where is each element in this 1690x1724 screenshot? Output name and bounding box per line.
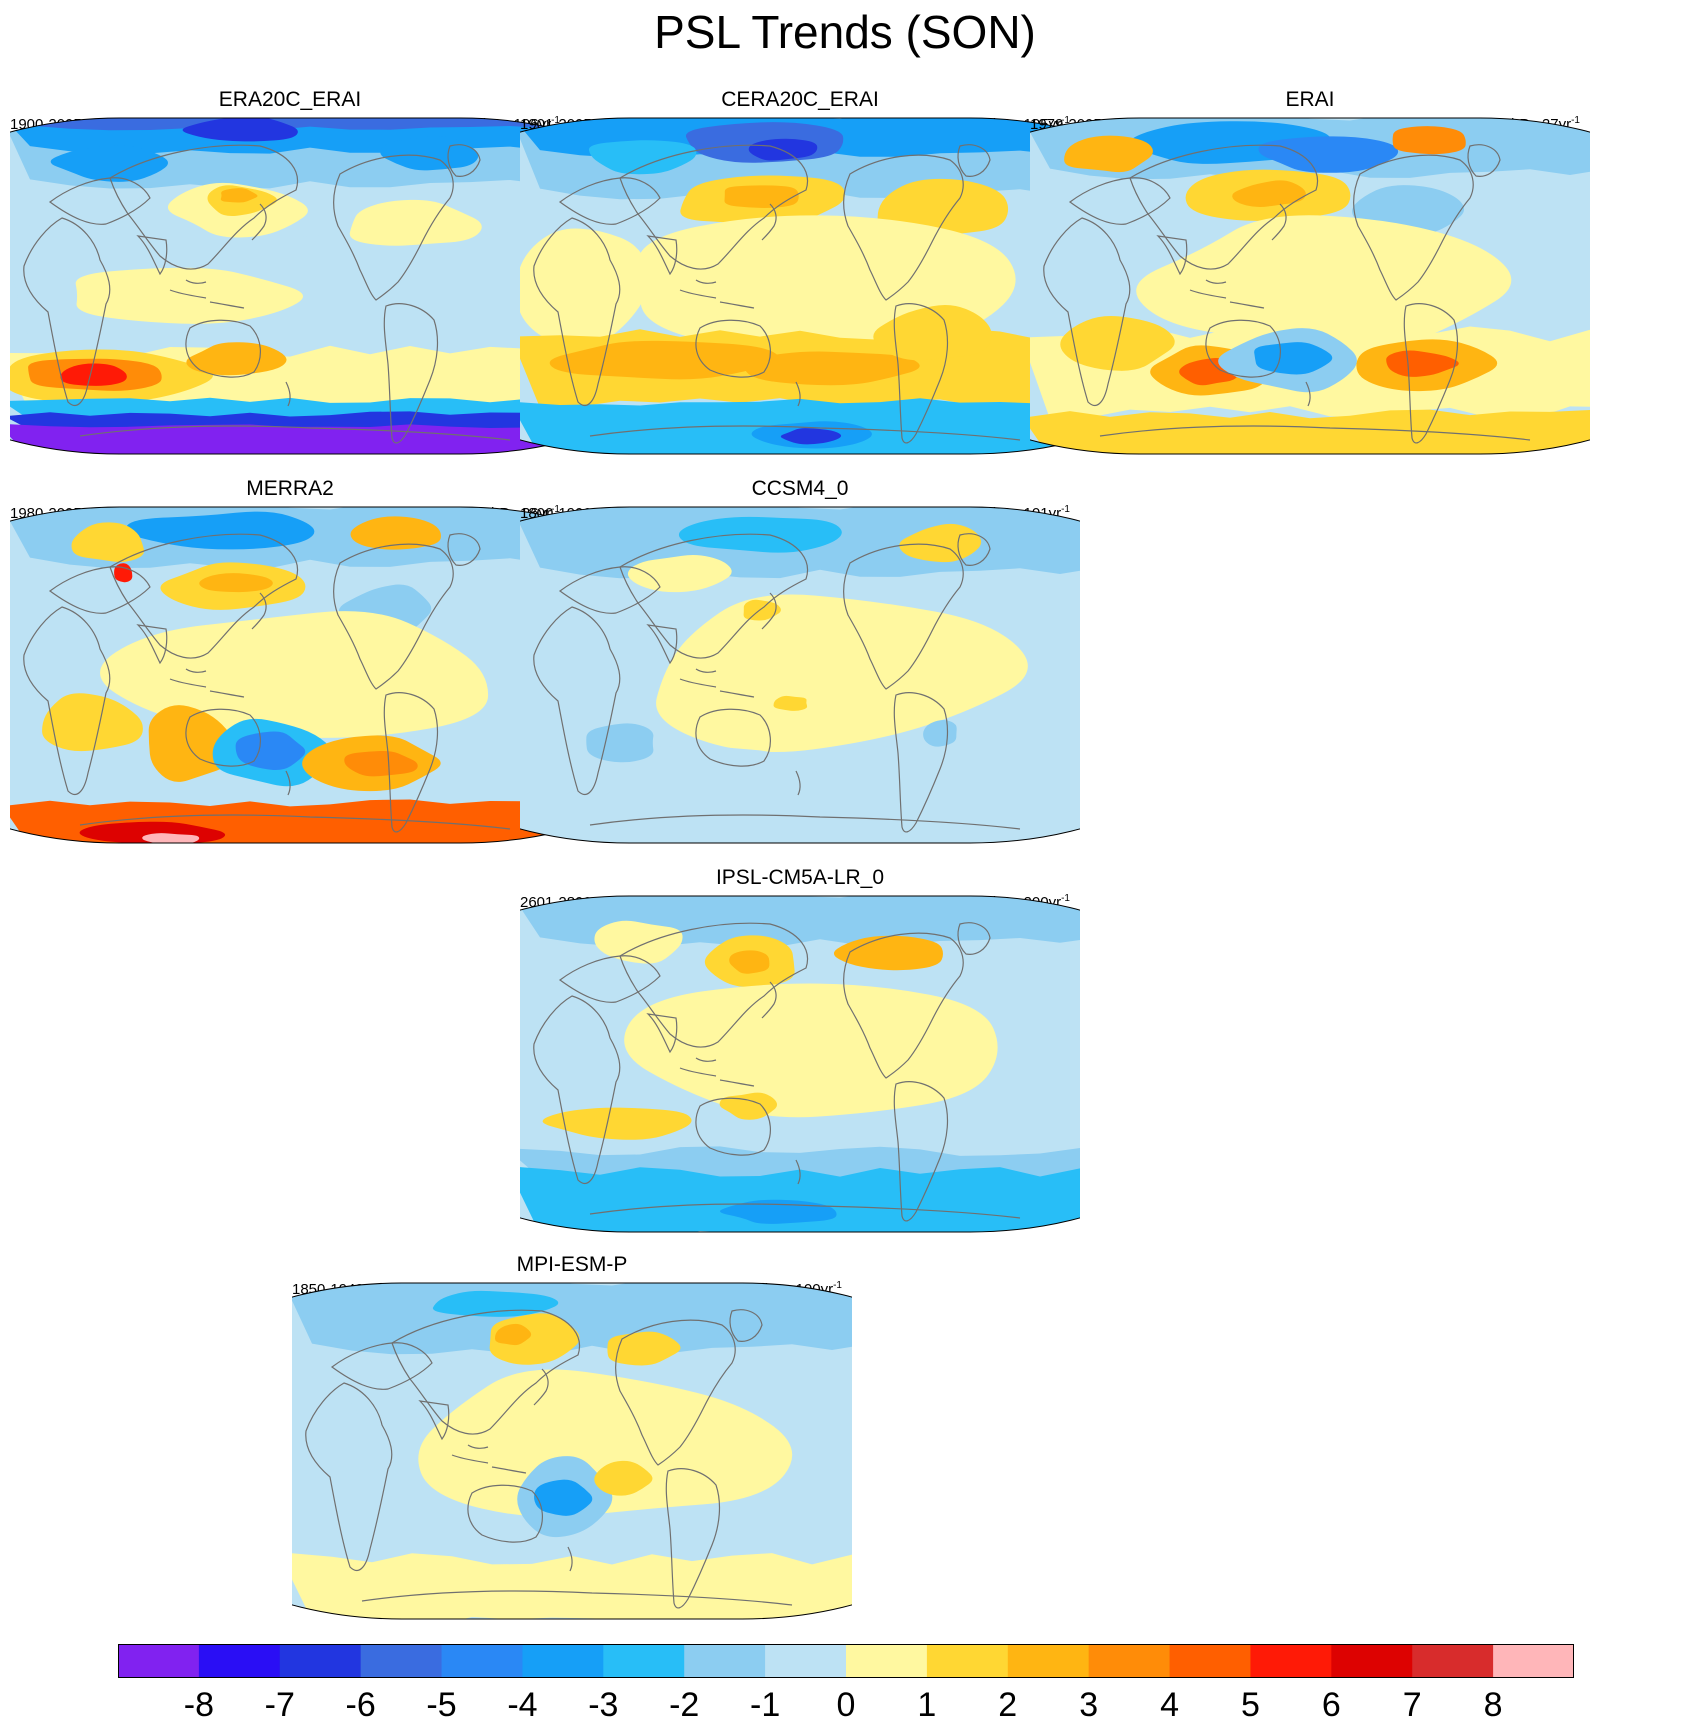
colorbar-tick-label: -4 <box>507 1686 538 1724</box>
map-panel-merra2: MERRA2 1980-2005 hPa 26yr-1 <box>10 477 570 847</box>
colorbar-tick-label: 7 <box>1402 1686 1422 1724</box>
colorbar-tick-label: 2 <box>998 1686 1018 1724</box>
colorbar-swatch <box>1250 1644 1332 1678</box>
panel-title: CERA20C_ERAI <box>721 88 879 111</box>
figure-title: PSL Trends (SON) <box>654 6 1036 58</box>
colorbar-tick-label: 5 <box>1240 1686 1260 1724</box>
colorbar-tick-label: 0 <box>836 1686 856 1724</box>
colorbar-swatch <box>522 1644 604 1678</box>
colorbar-labels: -8 -7 -6 -5 -4 -3 -2 -1 0 1 2 3 4 5 6 7 8 <box>0 1686 1690 1724</box>
colorbar-tick-label: -5 <box>426 1686 457 1724</box>
colorbar-tick-label: 8 <box>1483 1686 1503 1724</box>
map-ccsm4 <box>520 506 1080 844</box>
colorbar-swatch <box>441 1644 523 1678</box>
map-era20c <box>10 117 570 455</box>
colorbar-swatch <box>846 1644 928 1678</box>
colorbar-swatch <box>684 1644 766 1678</box>
colorbar-swatch <box>1331 1644 1413 1678</box>
colorbar-swatch <box>118 1644 200 1678</box>
panel-title: CCSM4_0 <box>751 477 849 500</box>
map-merra2 <box>10 506 570 844</box>
colorbar-tick-label: 6 <box>1321 1686 1341 1724</box>
map-panel-cera20c: CERA20C_ERAI 1901-2005 hPa 105yr-1 <box>520 88 1080 458</box>
panel-title: MPI-ESM-P <box>516 1253 628 1276</box>
colorbar-tick-label: 4 <box>1160 1686 1180 1724</box>
colorbar-swatch <box>279 1644 362 1678</box>
colorbar-swatch <box>1493 1644 1574 1678</box>
colorbar-swatch <box>1007 1644 1090 1678</box>
panel-title: ERA20C_ERAI <box>218 88 362 111</box>
colorbar-swatch <box>1088 1644 1171 1678</box>
panel-title: ERAI <box>1285 88 1335 111</box>
colorbar-tick-label: -2 <box>669 1686 700 1724</box>
map-erai <box>1030 117 1590 455</box>
colorbar-swatch <box>603 1644 685 1678</box>
colorbar-swatch <box>360 1644 443 1678</box>
map-panel-erai: ERAI 1979-2005 hPa 27yr-1 <box>1030 88 1590 458</box>
panel-title: MERRA2 <box>246 477 334 500</box>
colorbar-tick-label: 1 <box>917 1686 937 1724</box>
colorbar-swatch <box>765 1644 847 1678</box>
map-panel-mpi: MPI-ESM-P 1850-1949 hPa 100yr-1 <box>292 1253 852 1623</box>
colorbar-swatch <box>198 1644 281 1678</box>
colorbar-swatch <box>1412 1644 1494 1678</box>
colorbar-tick-label: -3 <box>588 1686 619 1724</box>
colorbar-tick-label: -7 <box>264 1686 295 1724</box>
colorbar-tick-label: -6 <box>345 1686 376 1724</box>
colorbar-tick-label: -8 <box>183 1686 214 1724</box>
map-ipsl <box>520 895 1080 1233</box>
map-cera20c <box>520 117 1080 455</box>
map-panel-era20c: ERA20C_ERAI 1900-2005 hPa 106yr-1 <box>10 88 570 458</box>
colorbar <box>118 1644 1574 1678</box>
colorbar-swatch <box>926 1644 1009 1678</box>
colorbar-tick-label: 3 <box>1079 1686 1099 1724</box>
map-mpi <box>292 1282 852 1620</box>
map-panel-ipsl: IPSL-CM5A-LR_0 2601-2800 hPa 200yr-1 <box>520 866 1080 1236</box>
colorbar-swatch <box>1169 1644 1251 1678</box>
colorbar-tick-label: -1 <box>749 1686 781 1724</box>
map-panel-ccsm4: CCSM4_0 1800-1900 hPa 101yr-1 <box>520 477 1080 847</box>
panel-title: IPSL-CM5A-LR_0 <box>715 866 885 889</box>
